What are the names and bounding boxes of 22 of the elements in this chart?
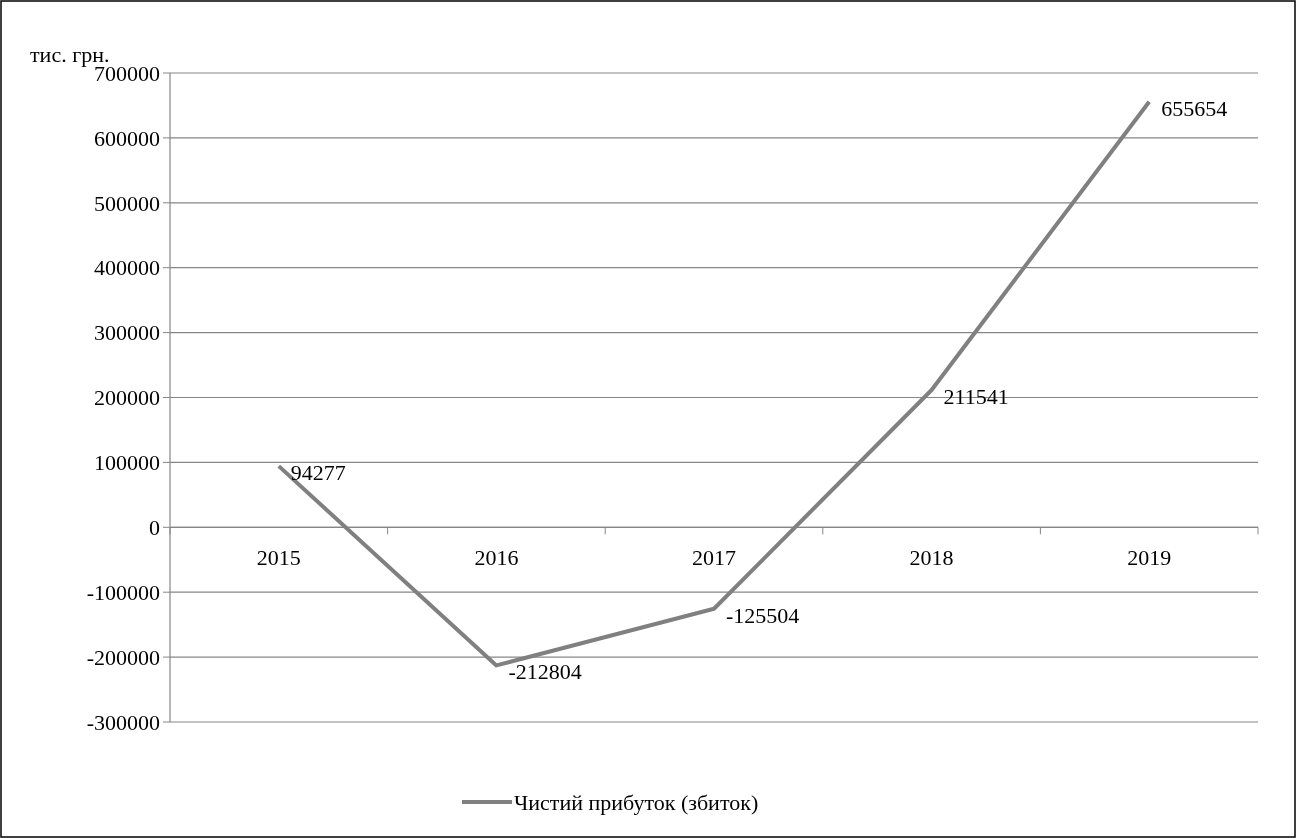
y-tick-label: -100000 [86,579,160,605]
y-tick-label: 300000 [94,320,160,346]
y-tick-label: 600000 [94,125,160,151]
y-tick-label: 200000 [94,385,160,411]
x-tick-label: 2016 [474,545,519,571]
legend-label: Чистий прибуток (збиток) [514,789,759,815]
y-axis-title: тис. грн. [30,42,110,67]
x-tick-label: 2017 [692,545,736,571]
y-tick-label: 100000 [94,450,160,476]
data-label: 655654 [1161,95,1228,121]
y-tick-label: 0 [149,515,160,540]
data-label: -125504 [726,602,800,628]
y-tick-label: 500000 [94,190,160,216]
data-label: -212804 [508,659,582,685]
data-label: 94277 [290,460,346,486]
y-tick-label: -300000 [86,709,160,735]
x-tick-label: 2015 [256,545,301,571]
x-tick-label: 2019 [1127,545,1172,571]
y-tick-label: -200000 [86,644,160,670]
data-label: 211541 [943,384,1009,410]
x-tick-label: 2018 [909,545,954,571]
y-tick-label: 400000 [94,255,160,281]
